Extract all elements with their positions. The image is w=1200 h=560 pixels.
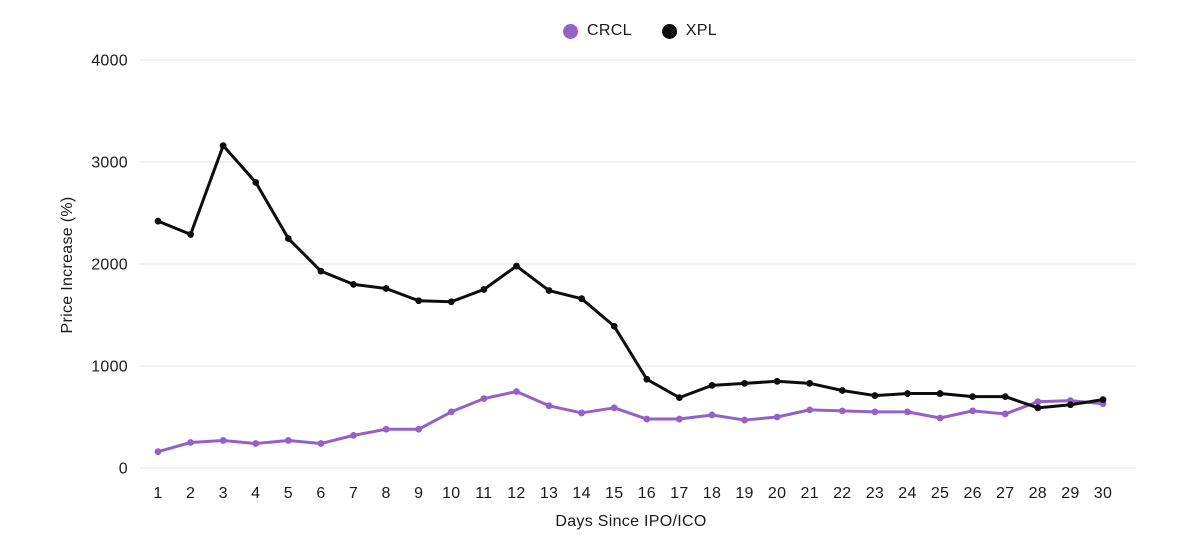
svg-text:28: 28	[1029, 485, 1047, 502]
svg-text:0: 0	[119, 461, 128, 478]
svg-text:30: 30	[1094, 485, 1112, 502]
svg-text:21: 21	[801, 485, 819, 502]
svg-text:29: 29	[1061, 485, 1079, 502]
svg-text:5: 5	[284, 485, 293, 502]
svg-text:9: 9	[414, 485, 423, 502]
svg-text:25: 25	[931, 485, 949, 502]
svg-text:16: 16	[638, 485, 656, 502]
series-XPL	[154, 142, 1107, 412]
svg-text:2000: 2000	[91, 257, 128, 274]
legend-label-crcl: CRCL	[587, 22, 632, 39]
svg-text:19: 19	[735, 485, 753, 502]
svg-text:3: 3	[219, 485, 228, 502]
chart-legend: CRCL XPL	[563, 22, 717, 40]
svg-text:8: 8	[382, 485, 391, 502]
svg-text:18: 18	[703, 485, 721, 502]
svg-text:3000: 3000	[91, 155, 128, 172]
legend-label-xpl: XPL	[685, 22, 717, 39]
svg-text:23: 23	[866, 485, 884, 502]
svg-text:17: 17	[670, 485, 688, 502]
gridlines	[140, 59, 1136, 469]
legend-item-crcl: CRCL	[563, 22, 632, 40]
svg-text:4000: 4000	[91, 53, 128, 70]
x-axis-title: Days Since IPO/ICO	[555, 513, 707, 530]
svg-text:1000: 1000	[91, 359, 128, 376]
svg-text:6: 6	[316, 485, 325, 502]
svg-text:22: 22	[833, 485, 851, 502]
y-tick-labels: 0 1000 2000 3000 4000	[91, 53, 128, 478]
svg-text:12: 12	[507, 485, 525, 502]
svg-text:11: 11	[475, 485, 492, 502]
crcl-series-dot-icon	[563, 23, 579, 39]
x-tick-labels: 1 2 3 4 5 6 7 8 9 10 11 12 13 14 15 16 17 18 19 20 21 22 23 24 2…	[153, 485, 1112, 502]
legend-item-xpl: XPL	[661, 22, 717, 40]
svg-text:4: 4	[251, 485, 260, 502]
svg-text:7: 7	[349, 485, 358, 502]
series-CRCL	[154, 388, 1107, 456]
svg-text:2: 2	[186, 485, 195, 502]
svg-text:1: 1	[153, 485, 162, 502]
xpl-series-dot-icon	[661, 23, 677, 39]
svg-text:20: 20	[768, 485, 786, 502]
svg-text:10: 10	[442, 485, 460, 502]
svg-text:15: 15	[605, 485, 623, 502]
svg-text:27: 27	[996, 485, 1014, 502]
svg-text:24: 24	[898, 485, 916, 502]
svg-text:14: 14	[572, 485, 590, 502]
y-axis-title: Price Increase (%)	[59, 196, 76, 334]
svg-text:13: 13	[540, 485, 558, 502]
svg-text:26: 26	[963, 485, 981, 502]
